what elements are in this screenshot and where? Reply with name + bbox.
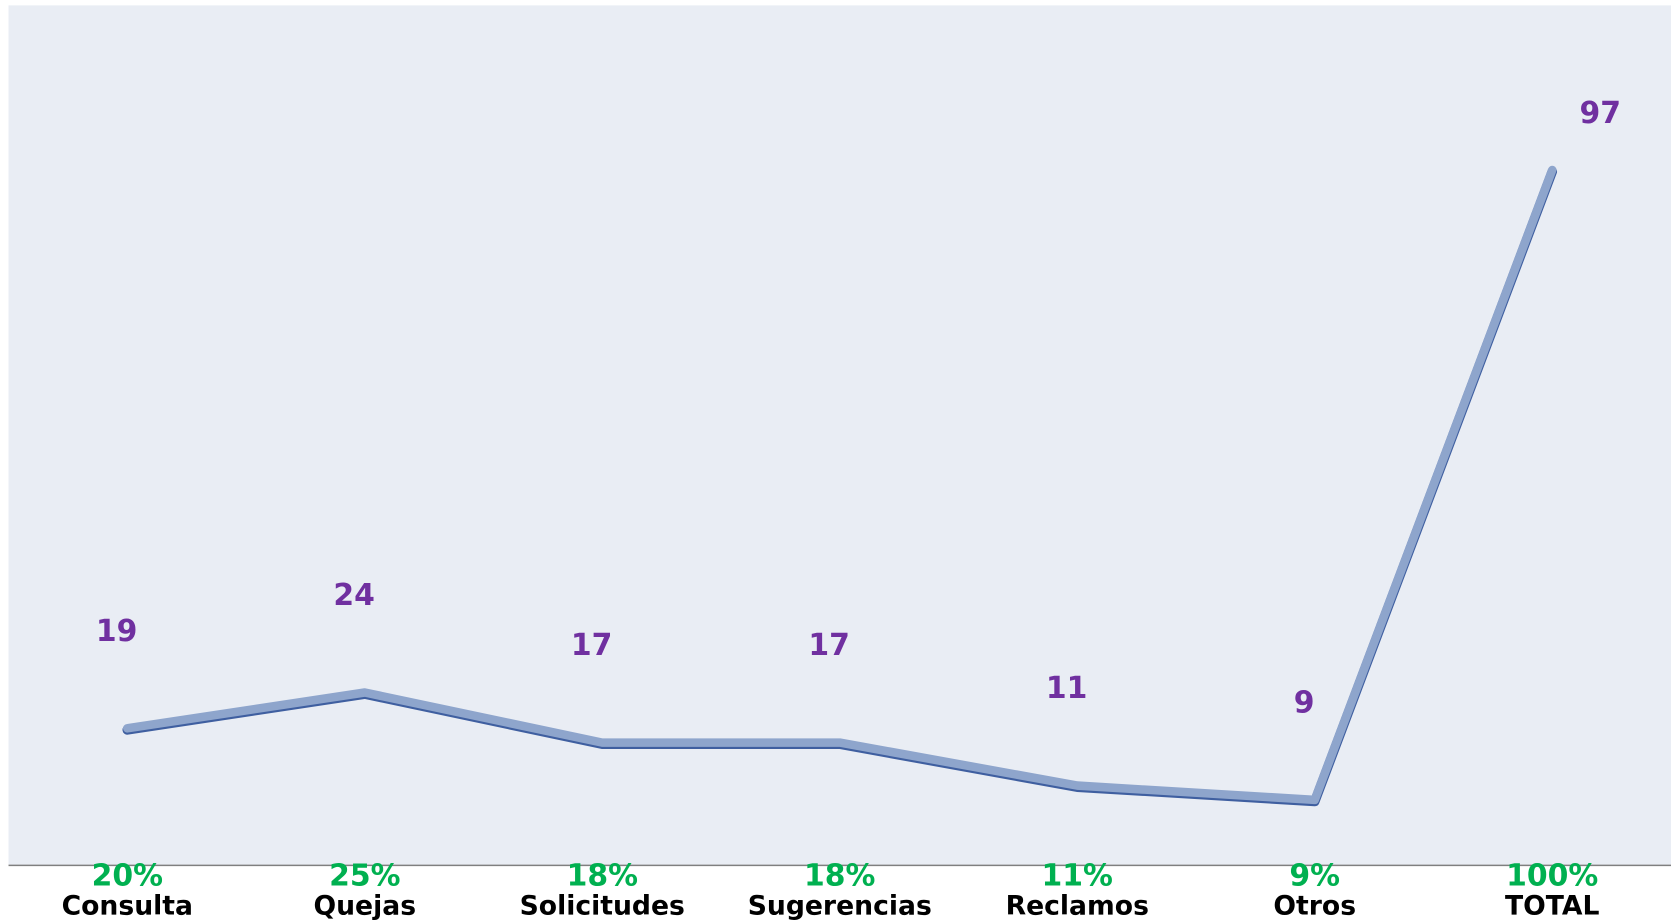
percent-label: 11% — [1042, 859, 1113, 894]
x-tick-label: TOTAL — [1505, 890, 1599, 921]
x-tick-label: Otros — [1273, 890, 1356, 921]
percent-label: 18% — [804, 859, 875, 894]
value-label: 11 — [1046, 671, 1088, 706]
percent-label: 18% — [567, 859, 638, 894]
value-label: 24 — [333, 578, 375, 613]
percent-label: 9% — [1289, 859, 1340, 894]
value-label: 97 — [1579, 96, 1621, 131]
percent-label: 25% — [329, 859, 400, 894]
percent-label: 100% — [1506, 859, 1598, 894]
x-tick-label: Solicitudes — [520, 890, 685, 921]
x-tick-label: Sugerencias — [748, 890, 932, 921]
percent-label: 20% — [92, 859, 163, 894]
x-tick-label: Reclamos — [1006, 890, 1149, 921]
value-label: 17 — [808, 628, 850, 663]
plot-area — [8, 5, 1671, 866]
x-tick-label: Consulta — [62, 890, 193, 921]
x-tick-label: Quejas — [313, 890, 416, 921]
value-label: 9 — [1294, 685, 1315, 720]
value-label: 17 — [571, 628, 613, 663]
line — [123, 165, 1557, 805]
value-label: 19 — [96, 614, 138, 649]
